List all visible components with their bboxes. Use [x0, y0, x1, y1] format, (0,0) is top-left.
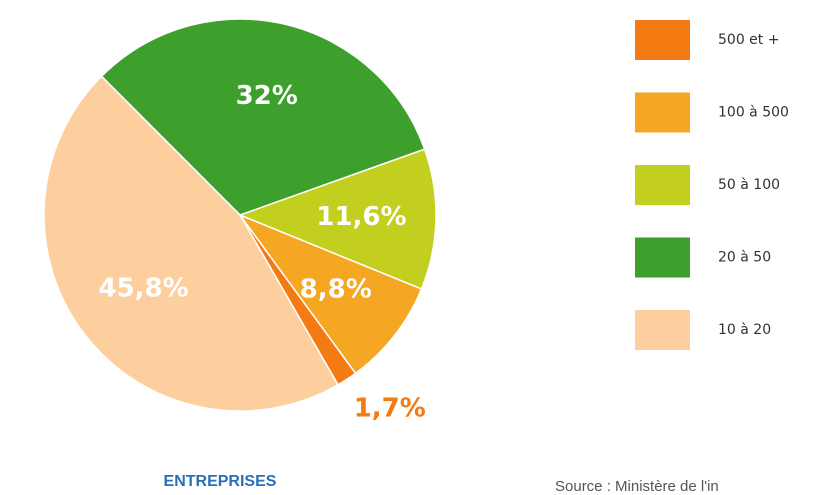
legend-label: 50 à 100 — [718, 177, 780, 193]
legend-label: 500 et + — [718, 32, 779, 48]
value-label: 11,6% — [316, 202, 406, 232]
value-label: 45,8% — [98, 273, 188, 303]
pie-slice — [237, 148, 437, 290]
legend-swatch — [635, 237, 690, 278]
value-label: 1,7% — [354, 393, 426, 423]
legend-label: 10 à 20 — [718, 322, 771, 338]
legend-swatch — [635, 20, 690, 60]
legend-swatch — [635, 165, 690, 205]
pie-slice — [237, 213, 423, 375]
pie-slice — [43, 75, 340, 412]
pie-slice — [100, 18, 426, 216]
value-label: 8,8% — [300, 274, 372, 304]
legend-swatch — [635, 92, 690, 133]
legend-label: 100 à 500 — [718, 105, 789, 121]
source-note: Source : Ministère de l'in — [555, 478, 719, 495]
chart-title: ENTREPRISES — [164, 473, 277, 490]
value-label: 32% — [236, 81, 298, 111]
legend-label: 20 à 50 — [718, 250, 771, 266]
legend-swatch — [635, 310, 690, 350]
